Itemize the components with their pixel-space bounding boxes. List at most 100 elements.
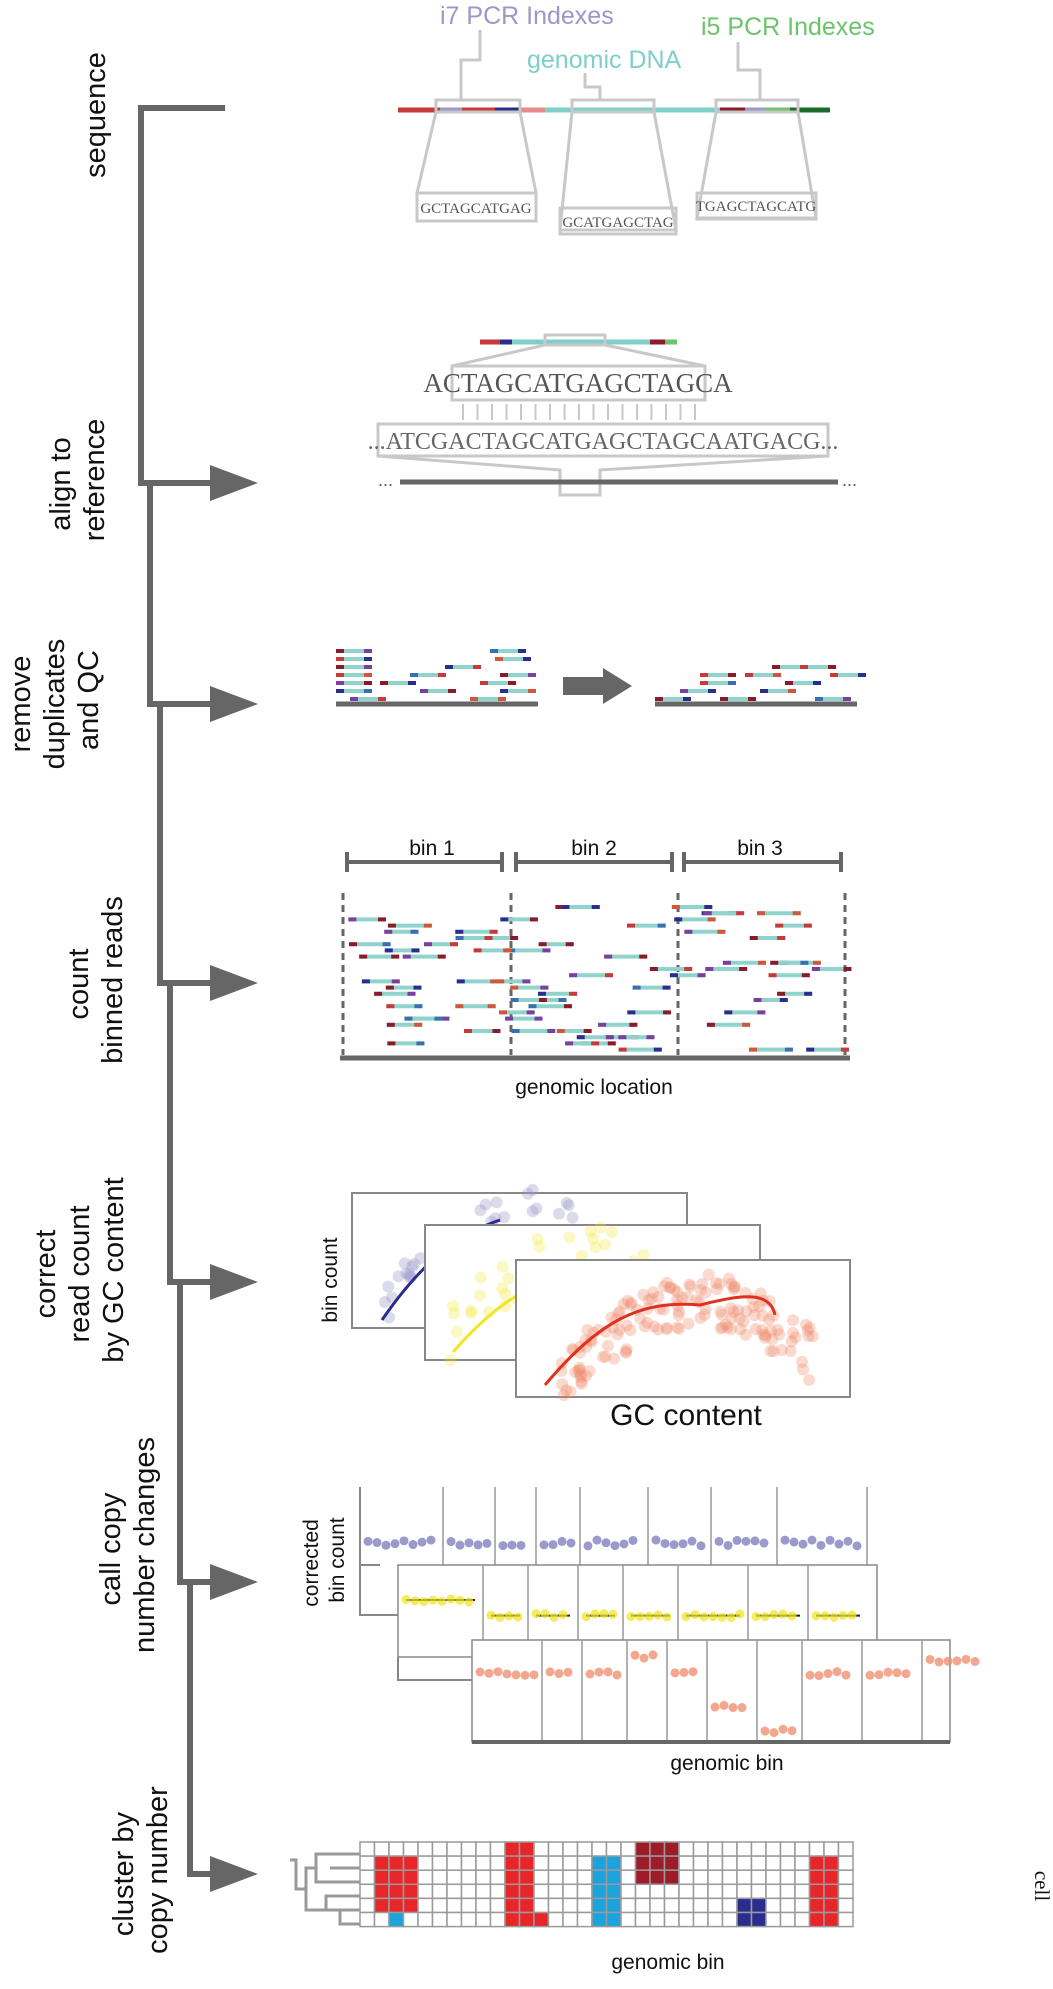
gc-point — [566, 1211, 579, 1224]
cnv-point — [710, 1702, 720, 1712]
bin-label-1: bin 1 — [409, 837, 455, 860]
cnv-point — [723, 1540, 733, 1550]
gc-point — [668, 1283, 681, 1296]
cnv-point — [719, 1700, 729, 1710]
heatmap-cell — [750, 1841, 767, 1857]
gc-point — [727, 1283, 740, 1296]
cnv-point — [630, 1650, 640, 1660]
cnv-point — [381, 1540, 391, 1550]
gc-point — [800, 1318, 813, 1331]
cnv-point — [539, 1540, 549, 1550]
gc-point — [785, 1335, 798, 1348]
cnv-point — [751, 1612, 761, 1622]
gc-point — [613, 1323, 626, 1336]
cnv-point — [735, 1609, 745, 1619]
cnv-point — [644, 1611, 654, 1621]
gc-point — [766, 1333, 779, 1346]
cnv-point — [934, 1657, 944, 1667]
heatmap-cell — [808, 1897, 825, 1914]
cnv-point — [760, 1726, 770, 1736]
heatmap-cell — [765, 1897, 782, 1914]
heatmap-cell — [547, 1911, 564, 1928]
gc-point — [408, 1258, 421, 1271]
cnv-point — [495, 1612, 505, 1622]
gc-point — [575, 1375, 588, 1388]
gc-point — [672, 1309, 685, 1322]
cnv-point — [628, 1535, 638, 1545]
cnv-point — [669, 1540, 679, 1550]
gc-point — [473, 1289, 486, 1302]
heatmap-cell — [533, 1841, 550, 1857]
gc-point — [400, 1267, 413, 1280]
heatmap-cell — [388, 1883, 405, 1900]
heatmap-cell — [779, 1883, 796, 1900]
gc-point — [599, 1238, 612, 1251]
cnv-point — [717, 1612, 727, 1622]
dendrogram — [290, 1852, 360, 1926]
step-label-count: count binned reads — [63, 896, 129, 1064]
reference-right-dots: ... — [842, 470, 857, 490]
heatmap-cell — [663, 1883, 680, 1900]
heatmap-cell — [373, 1911, 390, 1928]
heatmap-cell — [547, 1841, 564, 1857]
heatmap-cell — [634, 1869, 651, 1886]
heatmap-cell — [562, 1855, 579, 1871]
heatmap-cell — [402, 1855, 419, 1871]
heatmap-cell — [388, 1841, 405, 1857]
heatmap-cell — [359, 1897, 376, 1914]
cnv-point — [732, 1535, 742, 1545]
cnv-point — [437, 1596, 447, 1606]
cnv-point — [599, 1609, 609, 1619]
heatmap-cell — [736, 1841, 753, 1857]
gc-point — [765, 1324, 778, 1337]
cnv-point — [696, 1541, 706, 1551]
cnv-point — [446, 1594, 456, 1604]
gc-point — [767, 1345, 780, 1358]
heatmap-cell — [460, 1911, 477, 1928]
heatmap-cell — [518, 1855, 535, 1871]
heatmap-cell — [678, 1841, 695, 1857]
cnv-point — [581, 1612, 591, 1622]
cnv-point — [520, 1670, 530, 1680]
heatmap-cell — [808, 1841, 825, 1857]
heatmap-cell — [692, 1897, 709, 1914]
heatmap-cell — [837, 1897, 854, 1914]
cnv-point — [504, 1611, 514, 1621]
heatmap-cell — [765, 1869, 782, 1886]
gc-point — [724, 1278, 737, 1291]
gc-point — [625, 1296, 638, 1309]
cnv-point — [545, 1667, 555, 1677]
cnv-point — [419, 1597, 429, 1607]
i7-label: i7 PCR Indexes — [440, 2, 614, 30]
heatmap-cell — [808, 1869, 825, 1886]
heatmap-cell — [721, 1911, 738, 1928]
zoom-seq-2: GCATGAGCTAG — [562, 215, 673, 231]
cnv-point — [594, 1667, 604, 1677]
heatmap-cell — [663, 1841, 680, 1857]
gc-point — [716, 1321, 729, 1334]
gc-point — [727, 1305, 740, 1318]
gc-point — [652, 1290, 665, 1303]
gc-point — [734, 1323, 747, 1336]
heatmap-cell — [504, 1855, 521, 1871]
heatmap-cell — [562, 1841, 579, 1857]
gc-point — [696, 1277, 709, 1290]
gc-point — [531, 1233, 544, 1246]
gc-point — [612, 1307, 625, 1320]
heatmap-cell — [460, 1883, 477, 1900]
gc-content-label: GC content — [610, 1399, 762, 1432]
gc-point — [392, 1270, 405, 1283]
heatmap-cell — [562, 1869, 579, 1886]
heatmap-cell — [533, 1911, 550, 1928]
cnv-point — [626, 1612, 636, 1622]
heatmap-cell — [721, 1883, 738, 1900]
heatmap-cell — [417, 1869, 434, 1886]
cnv-point — [847, 1610, 857, 1620]
cnv-point — [852, 1541, 862, 1551]
gc-panel: bin count GC content — [319, 1183, 851, 1432]
heatmap-cell — [475, 1869, 492, 1886]
cnv-point — [455, 1595, 465, 1605]
heatmap-cell — [779, 1855, 796, 1871]
heatmap-cell — [518, 1897, 535, 1914]
heatmap-cell — [663, 1855, 680, 1871]
